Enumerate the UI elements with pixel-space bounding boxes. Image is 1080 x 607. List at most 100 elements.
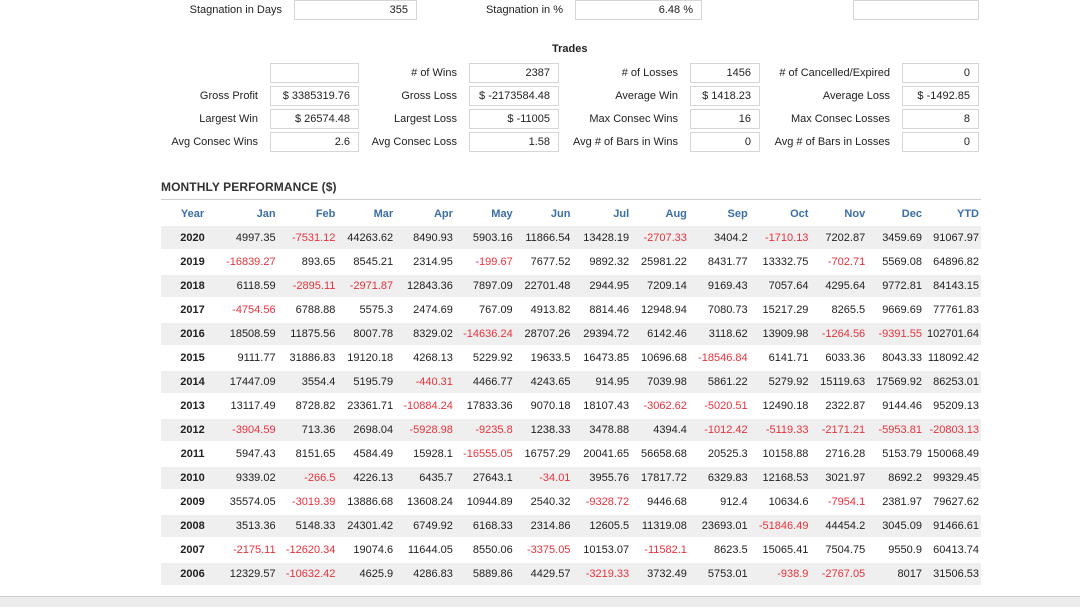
value-cell: 8043.33 xyxy=(867,346,924,371)
value-cell: 84143.15 xyxy=(923,274,981,299)
year-cell: 2019 xyxy=(161,250,227,275)
value-cell: 8545.21 xyxy=(337,250,396,275)
value-cell: -7954.1 xyxy=(810,490,868,515)
blank-field xyxy=(853,0,979,20)
value-cell: 5861.22 xyxy=(688,370,750,395)
value-cell: 1238.33 xyxy=(514,418,573,443)
value-cell: -14636.24 xyxy=(454,322,515,347)
value-cell: -5119.33 xyxy=(749,418,811,443)
value-cell: 13428.19 xyxy=(572,226,632,251)
wins-count-field: 2387 xyxy=(469,63,559,83)
value-cell: 2381.97 xyxy=(867,490,924,515)
value-cell: 23693.01 xyxy=(688,514,750,539)
value-cell: 3118.62 xyxy=(688,322,750,347)
value-cell: 4997.35 xyxy=(226,226,278,251)
value-cell: 6141.71 xyxy=(749,346,811,371)
value-cell: 8550.06 xyxy=(454,538,515,563)
value-cell: 4584.49 xyxy=(337,442,396,467)
table-row: 2015 9111.77 31886.83 19120.18 4268.13 5229.9… xyxy=(161,346,981,371)
value-cell: 16473.85 xyxy=(572,346,632,371)
table-row: 2010 9339.02 -266.5 4226.13 6435.7 27643.1 -34… xyxy=(161,466,981,491)
value-cell: -199.67 xyxy=(454,250,515,275)
column-header-jul: Jul xyxy=(613,208,630,220)
value-cell: 13909.98 xyxy=(749,322,811,347)
losses-count-field: 1456 xyxy=(690,63,760,83)
value-cell: 91466.61 xyxy=(923,514,981,539)
value-cell: 118092.42 xyxy=(923,346,981,371)
value-cell: 31886.83 xyxy=(277,346,338,371)
max-consec-wins-label: Max Consec Wins xyxy=(589,113,678,125)
table-row: 2013 13117.49 8728.82 23361.71 -10884.24 1783… xyxy=(161,394,981,419)
value-cell: -2767.05 xyxy=(810,562,868,587)
gross-profit-label: Gross Profit xyxy=(199,90,258,102)
value-cell: 9669.69 xyxy=(867,298,924,323)
value-cell: 11875.56 xyxy=(277,322,338,347)
value-cell: 35574.05 xyxy=(226,490,278,515)
value-cell: -7531.12 xyxy=(277,226,338,251)
year-cell: 2020 xyxy=(161,226,227,251)
value-cell: -9235.8 xyxy=(454,418,515,443)
losses-count-label: # of Losses xyxy=(621,67,678,79)
value-cell: 86253.01 xyxy=(923,370,981,395)
value-cell: 16757.29 xyxy=(514,442,573,467)
value-cell: 8007.78 xyxy=(337,322,396,347)
column-header-feb: Feb xyxy=(315,208,336,220)
column-header-aug: Aug xyxy=(665,208,687,220)
value-cell: 11644.05 xyxy=(395,538,455,563)
section-divider xyxy=(161,199,981,200)
wins-count-label: # of Wins xyxy=(411,67,457,79)
value-cell: 6749.92 xyxy=(395,514,455,539)
avg-bars-wins-label: Avg # of Bars in Wins xyxy=(573,136,678,148)
year-cell: 2011 xyxy=(161,442,227,467)
value-cell: -1012.42 xyxy=(688,418,750,443)
value-cell: -3062.62 xyxy=(631,394,689,419)
value-cell: 4429.57 xyxy=(514,562,573,587)
stagnation-days-label: Stagnation in Days xyxy=(189,4,282,16)
value-cell: 4268.13 xyxy=(395,346,455,371)
value-cell: 4286.83 xyxy=(395,562,455,587)
value-cell: 5569.08 xyxy=(867,250,924,275)
value-cell: 2314.95 xyxy=(395,250,455,275)
value-cell: 8431.77 xyxy=(688,250,750,275)
value-cell: 11319.08 xyxy=(631,514,689,539)
value-cell: 95209.13 xyxy=(923,394,981,419)
value-cell: 102701.64 xyxy=(923,322,981,347)
avg-consec-loss-label: Avg Consec Loss xyxy=(371,136,457,148)
year-cell: 2010 xyxy=(161,466,227,491)
value-cell: 9446.68 xyxy=(631,490,689,515)
value-cell: -20803.13 xyxy=(923,418,981,443)
value-cell: 3021.97 xyxy=(810,466,868,491)
year-cell: 2009 xyxy=(161,490,227,515)
year-cell: 2017 xyxy=(161,298,227,323)
value-cell: 4913.82 xyxy=(514,298,573,323)
trades-field-r0c0 xyxy=(270,63,359,83)
largest-win-field: $ 26574.48 xyxy=(270,109,359,129)
value-cell: 8490.93 xyxy=(395,226,455,251)
avg-bars-wins-field: 0 xyxy=(690,132,760,152)
value-cell: 22701.48 xyxy=(514,274,573,299)
value-cell: 10944.89 xyxy=(454,490,515,515)
value-cell: 2474.69 xyxy=(395,298,455,323)
value-cell: 31506.53 xyxy=(923,562,981,587)
table-row: 2011 5947.43 8151.65 4584.49 15928.1 -16555.0… xyxy=(161,442,981,467)
horizontal-scrollbar[interactable] xyxy=(0,596,1080,607)
value-cell: 10634.6 xyxy=(749,490,811,515)
column-header-apr: Apr xyxy=(433,208,453,220)
value-cell: 912.4 xyxy=(688,490,750,515)
value-cell: 17569.92 xyxy=(867,370,924,395)
max-consec-wins-field: 16 xyxy=(690,109,760,129)
average-win-label: Average Win xyxy=(615,90,678,102)
avg-consec-loss-field: 1.58 xyxy=(469,132,559,152)
value-cell: 17447.09 xyxy=(226,370,278,395)
value-cell: 3732.49 xyxy=(631,562,689,587)
value-cell: 8151.65 xyxy=(277,442,338,467)
value-cell: -1710.13 xyxy=(749,226,811,251)
cancelled-count-label: # of Cancelled/Expired xyxy=(779,67,890,79)
value-cell: 27643.1 xyxy=(454,466,515,491)
value-cell: 10153.07 xyxy=(572,538,632,563)
value-cell: 12605.5 xyxy=(572,514,632,539)
value-cell: 19633.5 xyxy=(514,346,573,371)
value-cell: -18546.84 xyxy=(688,346,750,371)
value-cell: 6142.46 xyxy=(631,322,689,347)
stagnation-days-field: 355 xyxy=(294,0,417,20)
